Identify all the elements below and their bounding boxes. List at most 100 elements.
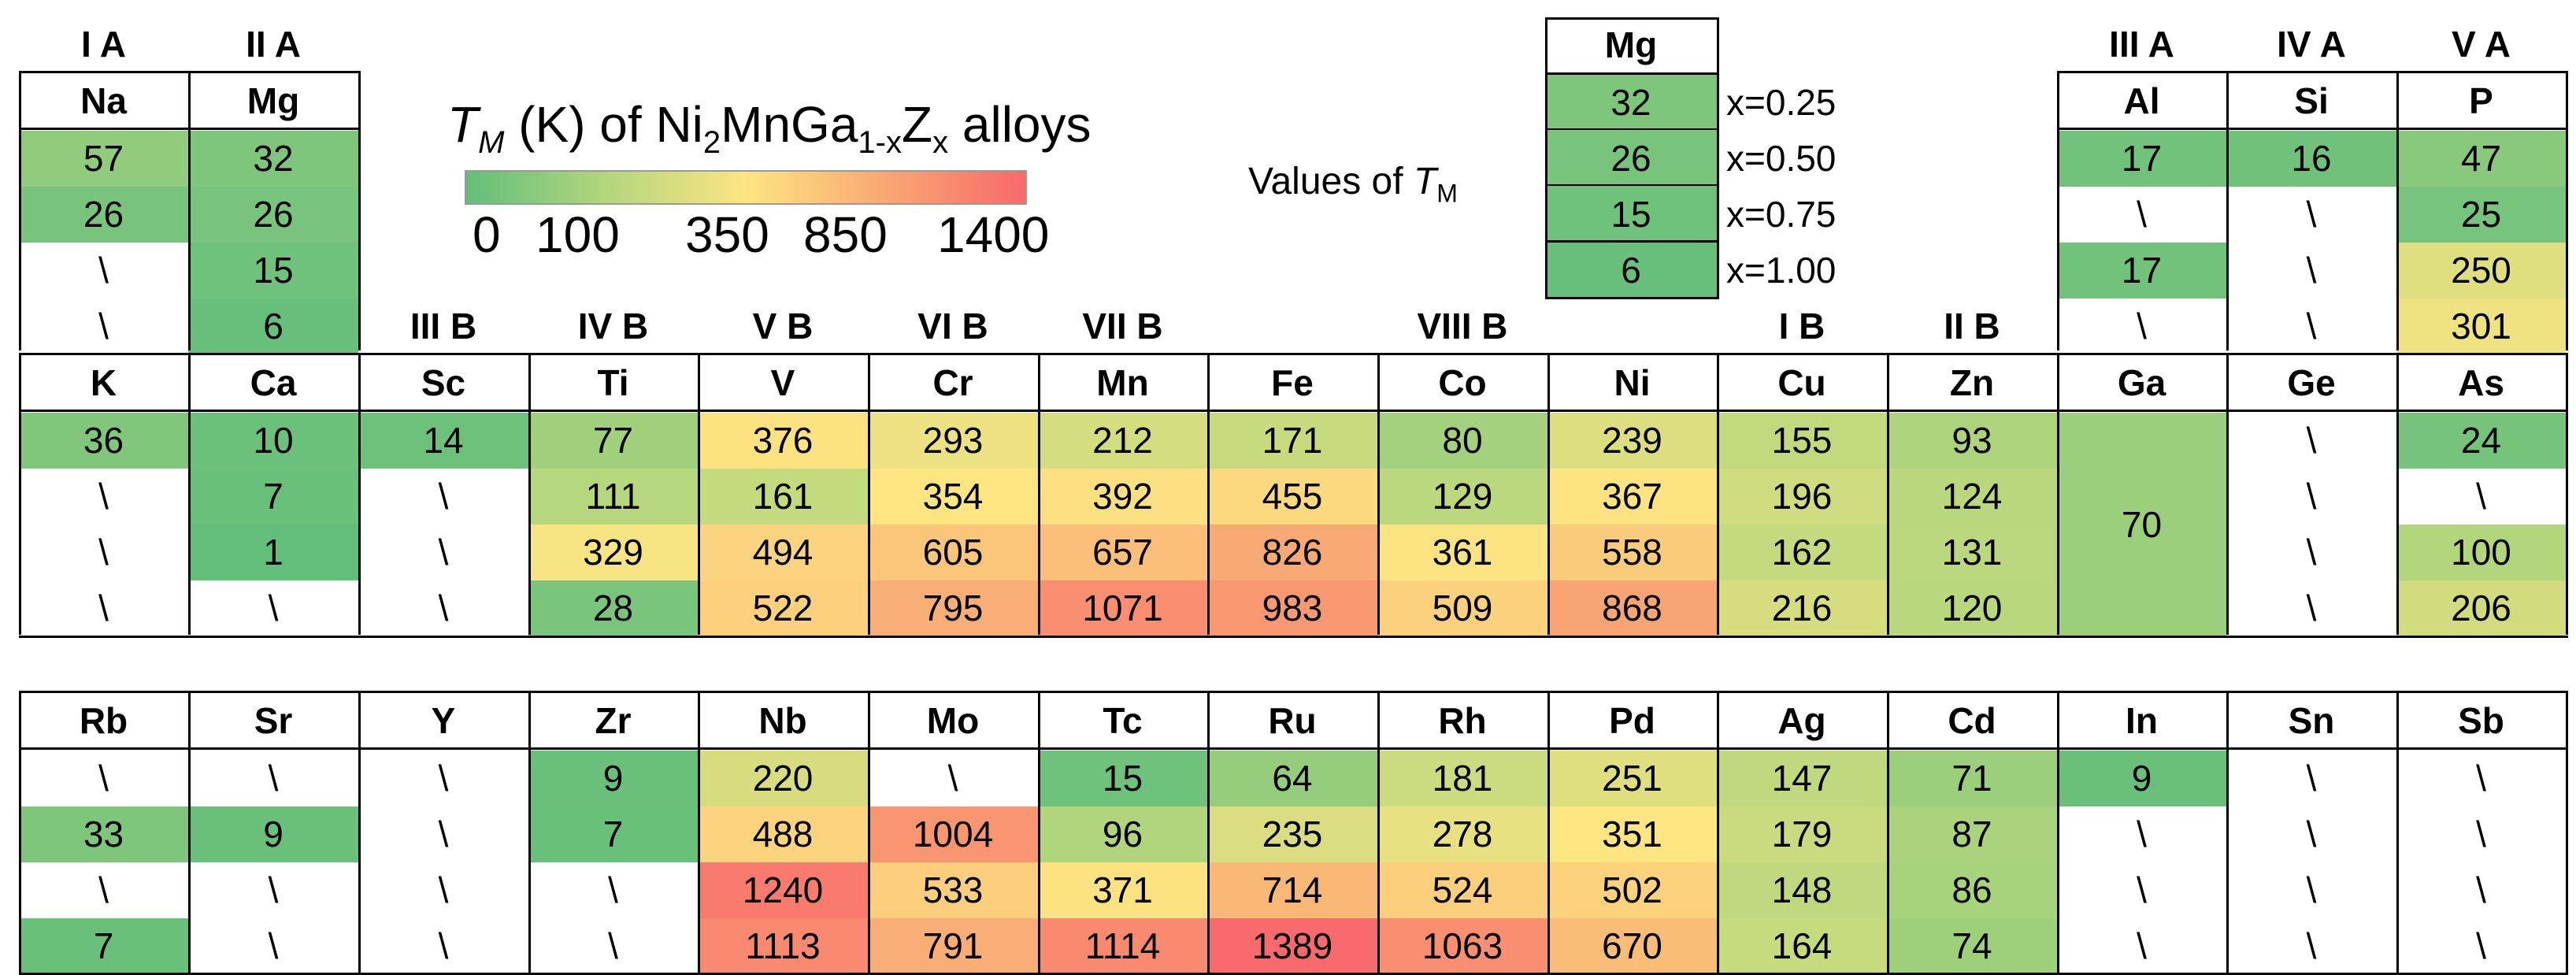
periodic-table-chart: TM (K) of Ni2MnGa1-xZx alloys 0 100 350 850… — [19, 17, 2568, 975]
grid-line — [1887, 353, 1889, 635]
group-header: VII B — [1082, 306, 1163, 347]
element-value: 293 — [868, 413, 1038, 469]
element-value: 1113 — [698, 918, 868, 974]
legend-title: TM (K) of Ni2MnGa1-xZx alloys — [447, 93, 1092, 174]
group-header: V B — [752, 306, 814, 347]
element-symbol: Rb — [79, 700, 128, 741]
element-value: 64 — [1207, 751, 1377, 806]
element-value: 36 — [19, 413, 188, 469]
element-value: 129 — [1377, 469, 1547, 525]
grid-line — [19, 691, 2568, 693]
element-value: \ — [98, 476, 109, 517]
element-value: 367 — [1547, 469, 1717, 525]
element-value: 9 — [528, 751, 698, 806]
element-value: \ — [438, 869, 449, 910]
element-symbol: Ag — [1777, 700, 1826, 741]
element-symbol: V — [770, 362, 795, 403]
element-symbol: Sc — [421, 362, 466, 403]
key-border — [1717, 17, 1719, 299]
grid-line — [358, 691, 361, 974]
element-symbol: Zr — [595, 700, 632, 741]
element-symbol: Sr — [254, 700, 293, 741]
element-value: 1 — [188, 525, 358, 580]
element-value: 80 — [1377, 413, 1547, 469]
element-value: 657 — [1038, 525, 1207, 580]
element-symbol: Mn — [1096, 362, 1149, 403]
element-symbol: Cr — [932, 362, 973, 403]
element-value: \ — [438, 814, 449, 855]
element-value: 28 — [528, 580, 698, 636]
element-value: 25 — [2396, 187, 2566, 243]
group-header: VIII B — [1417, 306, 1508, 347]
grid-line — [19, 71, 21, 350]
element-value: \ — [2306, 420, 2317, 461]
element-value: 524 — [1377, 862, 1547, 918]
group-header: I B — [1778, 306, 1825, 347]
grid-line — [2057, 691, 2059, 974]
element-value: \ — [2306, 925, 2317, 966]
element-value: 522 — [698, 580, 868, 636]
grid-line — [19, 353, 21, 635]
element-value: \ — [608, 869, 618, 910]
element-value: 868 — [1547, 580, 1717, 636]
grid-line — [1038, 691, 1040, 974]
element-value: 7 — [528, 806, 698, 862]
element-value: 1063 — [1377, 918, 1547, 974]
element-value: 216 — [1717, 580, 1887, 636]
element-value: 147 — [1717, 751, 1887, 806]
element-value: 220 — [698, 751, 868, 806]
element-value: 17 — [2057, 131, 2226, 187]
element-value: \ — [2306, 532, 2317, 573]
grid-line — [698, 691, 700, 974]
element-value: 371 — [1038, 862, 1207, 918]
element-symbol: Ca — [250, 362, 297, 403]
group-header: IV B — [577, 306, 649, 347]
element-value: 26 — [19, 187, 188, 243]
element-value: \ — [2137, 194, 2147, 235]
element-value: 983 — [1207, 580, 1377, 636]
key-border — [1545, 240, 1719, 243]
element-value: \ — [438, 476, 449, 517]
element-value: 14 — [358, 413, 528, 469]
element-symbol: Mg — [246, 80, 300, 121]
element-value: 96 — [1038, 806, 1207, 862]
element-value: \ — [268, 925, 279, 966]
element-symbol: Ti — [597, 362, 629, 403]
grid-line — [2396, 71, 2399, 350]
element-value: \ — [2306, 758, 2317, 799]
element-symbol: Y — [431, 700, 456, 741]
element-value: 57 — [19, 131, 188, 187]
element-value: 1071 — [1038, 580, 1207, 636]
element-value: 32 — [188, 131, 358, 187]
key-label-m: M — [1436, 179, 1458, 208]
key-border — [1545, 72, 1719, 75]
element-value: \ — [2476, 476, 2486, 517]
element-value: 196 — [1717, 469, 1887, 525]
element-value: 235 — [1207, 806, 1377, 862]
legend-title-part4: alloys — [948, 96, 1092, 153]
grid-line — [528, 691, 531, 974]
element-value: 6 — [188, 298, 358, 354]
grid-line — [2057, 71, 2059, 350]
key-value: 6 — [1545, 243, 1717, 298]
legend-title-sub1x: 1-x — [858, 124, 902, 160]
element-value: 181 — [1377, 751, 1547, 806]
group-header: IV A — [2277, 24, 2346, 65]
element-value: 206 — [2396, 580, 2566, 636]
legend-title-part3: Z — [902, 96, 933, 153]
element-symbol: Co — [1438, 362, 1487, 403]
legend-scale-label: 850 — [803, 206, 888, 263]
element-symbol: K — [90, 362, 117, 403]
element-value: \ — [438, 925, 449, 966]
legend-title-t: T — [447, 96, 479, 153]
group-header: VI B — [917, 306, 988, 347]
element-value: \ — [2306, 869, 2317, 910]
element-value: 354 — [868, 469, 1038, 525]
grid-line — [2226, 71, 2229, 350]
element-value: \ — [268, 588, 279, 628]
element-value: 164 — [1717, 918, 1887, 974]
grid-line — [868, 353, 870, 635]
key-border — [1545, 297, 1719, 299]
element-value: \ — [98, 306, 109, 347]
element-symbol: Sb — [2458, 700, 2504, 741]
